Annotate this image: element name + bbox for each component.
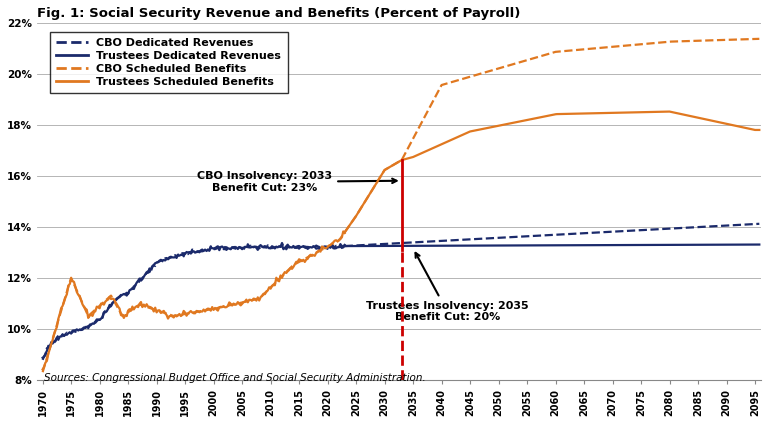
Legend: CBO Dedicated Revenues, Trustees Dedicated Revenues, CBO Scheduled Benefits, Tru: CBO Dedicated Revenues, Trustees Dedicat… — [50, 32, 288, 93]
Text: Trustees Insolvency: 2035
Benefit Cut: 20%: Trustees Insolvency: 2035 Benefit Cut: 2… — [366, 253, 528, 322]
Text: CBO Insolvency: 2033
Benefit Cut: 23%: CBO Insolvency: 2033 Benefit Cut: 23% — [197, 171, 396, 193]
Text: Fig. 1: Social Security Revenue and Benefits (Percent of Payroll): Fig. 1: Social Security Revenue and Bene… — [37, 7, 520, 20]
Text: Sources: Congressional Budget Office and Social Security Administration.: Sources: Congressional Budget Office and… — [45, 373, 426, 383]
